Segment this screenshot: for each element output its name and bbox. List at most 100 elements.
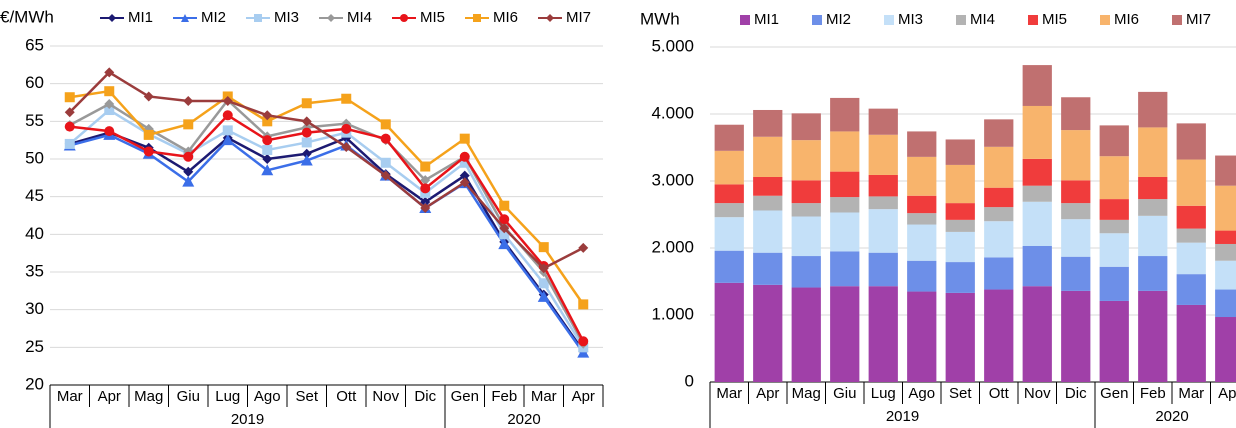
point bbox=[222, 110, 233, 121]
legend-label: MI4 bbox=[347, 9, 372, 26]
y-tick-label: 50 bbox=[25, 148, 44, 167]
bar-segment bbox=[1215, 185, 1236, 231]
bar-segment bbox=[1061, 203, 1091, 220]
bar-segment bbox=[1138, 215, 1168, 257]
bar-segment bbox=[945, 292, 975, 382]
bar-segment bbox=[984, 146, 1014, 188]
point bbox=[104, 105, 115, 116]
x-tick-label: Nov bbox=[1024, 385, 1051, 402]
group-label: 2020 bbox=[507, 411, 540, 428]
bar-segment bbox=[1215, 289, 1236, 318]
bar-segment bbox=[1022, 245, 1052, 287]
point bbox=[64, 92, 75, 103]
bar-segment bbox=[945, 219, 975, 232]
point bbox=[420, 183, 431, 194]
point bbox=[499, 214, 510, 225]
y-tick-label: 55 bbox=[25, 111, 44, 130]
point bbox=[459, 177, 470, 188]
x-tick-label: Mag bbox=[792, 385, 821, 402]
legend-label: MI1 bbox=[128, 9, 153, 26]
bar-segment bbox=[753, 176, 783, 196]
y-tick-label: 25 bbox=[25, 337, 44, 356]
x-tick-label: Apr bbox=[98, 388, 121, 405]
point bbox=[578, 336, 589, 347]
legend-marker bbox=[546, 14, 554, 22]
legend-swatch bbox=[956, 15, 966, 25]
bar-segment bbox=[945, 262, 975, 293]
bar-segment bbox=[945, 164, 975, 204]
point bbox=[261, 164, 274, 176]
point bbox=[341, 118, 352, 129]
bar-segment bbox=[1215, 155, 1236, 186]
bar-segment bbox=[1138, 91, 1168, 128]
point bbox=[64, 107, 75, 118]
point bbox=[262, 154, 273, 164]
group-label: 2019 bbox=[886, 408, 919, 425]
bar-segment bbox=[868, 108, 898, 135]
point bbox=[301, 116, 312, 127]
point bbox=[420, 161, 431, 172]
x-tick-label: Mar bbox=[716, 385, 742, 402]
point bbox=[578, 299, 589, 310]
point bbox=[104, 86, 115, 97]
x-tick-label: Mar bbox=[531, 388, 557, 405]
bar-segment bbox=[907, 156, 937, 196]
point bbox=[104, 99, 115, 110]
legend-label: MI3 bbox=[898, 11, 923, 28]
x-tick-label: Nov bbox=[372, 388, 399, 405]
bar-segment bbox=[714, 150, 744, 185]
bar-segment bbox=[753, 109, 783, 137]
x-tick-label: Set bbox=[949, 385, 972, 402]
series-line bbox=[69, 113, 585, 342]
x-tick-label: Apr bbox=[1218, 385, 1236, 402]
bar-segment bbox=[1099, 233, 1129, 267]
bar-segment bbox=[1099, 156, 1129, 200]
x-tick-label: Gen bbox=[451, 388, 479, 405]
bar-segment bbox=[753, 136, 783, 177]
legend-swatch bbox=[812, 15, 822, 25]
bar-segment bbox=[984, 257, 1014, 290]
bar-segment bbox=[1022, 105, 1052, 159]
legend-marker bbox=[181, 14, 189, 22]
point bbox=[221, 134, 234, 146]
point bbox=[459, 170, 470, 181]
bar-segment bbox=[984, 119, 1014, 147]
bar-segment bbox=[714, 124, 744, 151]
bar-segment bbox=[1215, 260, 1236, 290]
bar-segment bbox=[868, 252, 898, 287]
x-tick-label: Ago bbox=[254, 388, 281, 405]
x-tick-label: Set bbox=[295, 388, 318, 405]
point bbox=[459, 157, 470, 168]
bar-segment bbox=[1099, 125, 1129, 157]
x-tick-label: Apr bbox=[572, 388, 595, 405]
point bbox=[420, 175, 431, 186]
bar-segment bbox=[984, 221, 1014, 258]
bar-segment bbox=[907, 195, 937, 214]
point bbox=[222, 95, 233, 106]
y-tick-label: 35 bbox=[25, 261, 44, 280]
point bbox=[498, 238, 511, 250]
bar-segment bbox=[714, 250, 744, 283]
series-line bbox=[69, 89, 585, 306]
x-tick-label: Feb bbox=[491, 388, 517, 405]
point bbox=[301, 127, 312, 138]
bar-segment bbox=[791, 113, 821, 141]
legend-marker bbox=[254, 14, 262, 22]
legend-marker bbox=[327, 14, 335, 22]
bar-segment bbox=[868, 134, 898, 175]
bar-segment bbox=[830, 251, 860, 287]
legend-label: MI2 bbox=[826, 11, 851, 28]
bar-segment bbox=[907, 260, 937, 292]
bar-segment bbox=[791, 180, 821, 204]
bar-segment bbox=[1099, 219, 1129, 234]
bar-segment bbox=[907, 213, 937, 225]
y-tick-label: 1.000 bbox=[651, 304, 694, 323]
point bbox=[301, 148, 312, 159]
bar-segment bbox=[714, 203, 744, 218]
point bbox=[499, 229, 510, 240]
legend-label: MI7 bbox=[1186, 11, 1211, 28]
point bbox=[459, 133, 470, 144]
bar-segment bbox=[1061, 219, 1091, 257]
y-axis-label: MWh bbox=[640, 9, 680, 28]
